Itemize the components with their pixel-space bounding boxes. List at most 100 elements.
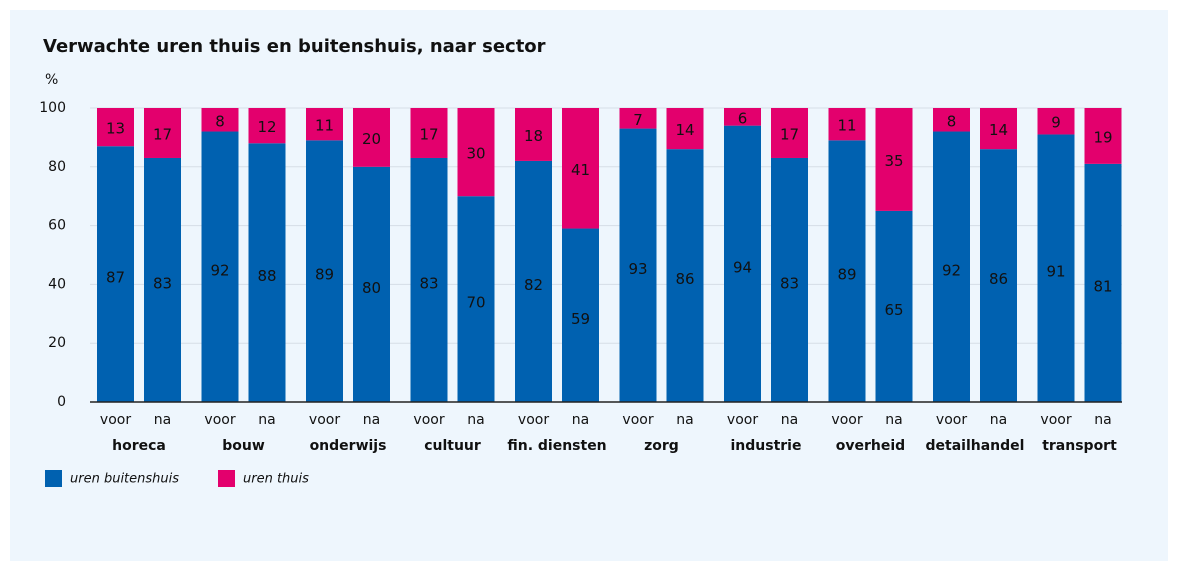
bar-segment (1084, 108, 1122, 164)
x-tick-label: na (467, 412, 484, 428)
bar-segment (875, 210, 913, 402)
group-label: overheid (836, 438, 905, 454)
value-label: 30 (466, 145, 485, 163)
value-label: 14 (675, 121, 694, 139)
x-tick-label: na (885, 412, 902, 428)
bar-segment (1084, 163, 1122, 402)
x-tick-label: voor (622, 412, 653, 428)
bar-segment (201, 108, 239, 132)
value-label: 8 (947, 112, 957, 130)
bar-segment (771, 108, 808, 158)
bar-segment (771, 157, 808, 402)
x-tick-label: na (990, 412, 1007, 428)
bar-segment (457, 108, 495, 197)
x-tick-label: voor (204, 412, 235, 428)
bar-segment (619, 108, 657, 129)
bar-segment (875, 108, 913, 211)
value-label: 9 (1051, 114, 1061, 132)
bar-segment (562, 228, 599, 402)
value-label: 92 (210, 261, 229, 279)
x-tick-label: na (258, 412, 275, 428)
x-tick-label: na (363, 412, 380, 428)
value-label: 86 (989, 270, 1008, 288)
value-label: 81 (1093, 277, 1112, 295)
value-label: 70 (466, 294, 485, 312)
x-tick-label: voor (100, 412, 131, 428)
value-label: 92 (942, 261, 961, 279)
bar-segment (410, 108, 448, 158)
bar-segment (666, 108, 704, 150)
value-label: 20 (362, 130, 381, 148)
value-label: 17 (780, 125, 799, 143)
value-label: 14 (989, 121, 1008, 139)
value-label: 65 (884, 301, 903, 319)
bar-segment (97, 146, 134, 402)
value-label: 12 (257, 118, 276, 136)
x-tick-label: voor (831, 412, 862, 428)
x-tick-label: voor (727, 412, 758, 428)
value-label: 86 (675, 270, 694, 288)
legend-swatch (218, 470, 235, 487)
value-label: 89 (315, 266, 334, 284)
x-tick-label: voor (413, 412, 444, 428)
value-label: 94 (733, 258, 752, 276)
y-tick-label: 20 (48, 335, 66, 351)
bar-segment (562, 108, 599, 229)
y-axis-label: % (45, 72, 58, 88)
value-label: 91 (1046, 263, 1065, 281)
y-tick-label: 40 (48, 276, 66, 292)
bar-segment (828, 108, 866, 141)
x-tick-label: na (154, 412, 171, 428)
x-tick-label: voor (936, 412, 967, 428)
x-tick-label: na (781, 412, 798, 428)
group-label: detailhandel (926, 438, 1025, 454)
bar-segment (1037, 108, 1075, 135)
x-tick-label: voor (518, 412, 549, 428)
bar-segment (201, 131, 239, 402)
y-tick-label: 80 (48, 159, 66, 175)
bar-segment (144, 157, 181, 402)
value-label: 13 (106, 120, 125, 138)
y-tick-label: 60 (48, 218, 66, 234)
value-label: 19 (1093, 128, 1112, 146)
value-label: 82 (524, 276, 543, 294)
value-label: 41 (571, 161, 590, 179)
group-label: horeca (112, 438, 166, 454)
legend-label: uren thuis (243, 472, 309, 487)
value-label: 87 (106, 269, 125, 287)
group-label: onderwijs (310, 438, 387, 454)
bar-segment (457, 196, 495, 402)
bar-segment (353, 166, 390, 402)
x-tick-label: voor (309, 412, 340, 428)
value-label: 7 (633, 111, 643, 129)
value-label: 11 (837, 117, 856, 135)
value-label: 8 (215, 112, 225, 130)
group-label: zorg (644, 438, 679, 454)
bar-segment (933, 108, 970, 132)
bar-segment (515, 160, 552, 402)
legend-label: uren buitenshuis (70, 472, 179, 487)
bar-segment (248, 143, 286, 402)
y-tick-label: 100 (39, 100, 66, 116)
x-tick-label: na (676, 412, 693, 428)
legend-swatch (45, 470, 62, 487)
bar-segment (515, 108, 552, 161)
chart-title: Verwachte uren thuis en buitenshuis, naa… (43, 36, 546, 57)
bar-segment (828, 140, 866, 402)
bar-segment (410, 157, 448, 402)
value-label: 89 (837, 266, 856, 284)
bar-segment (724, 108, 761, 126)
group-label: bouw (222, 438, 265, 454)
bar-segment (980, 149, 1017, 402)
value-label: 83 (419, 274, 438, 292)
value-label: 88 (257, 267, 276, 285)
value-label: 80 (362, 279, 381, 297)
bar-segment (306, 140, 343, 402)
value-label: 35 (884, 152, 903, 170)
bar-segment (1037, 134, 1075, 402)
y-tick-label: 0 (57, 394, 66, 410)
group-label: industrie (731, 438, 802, 454)
bar-segment (248, 108, 286, 144)
bar-segment (353, 108, 390, 167)
